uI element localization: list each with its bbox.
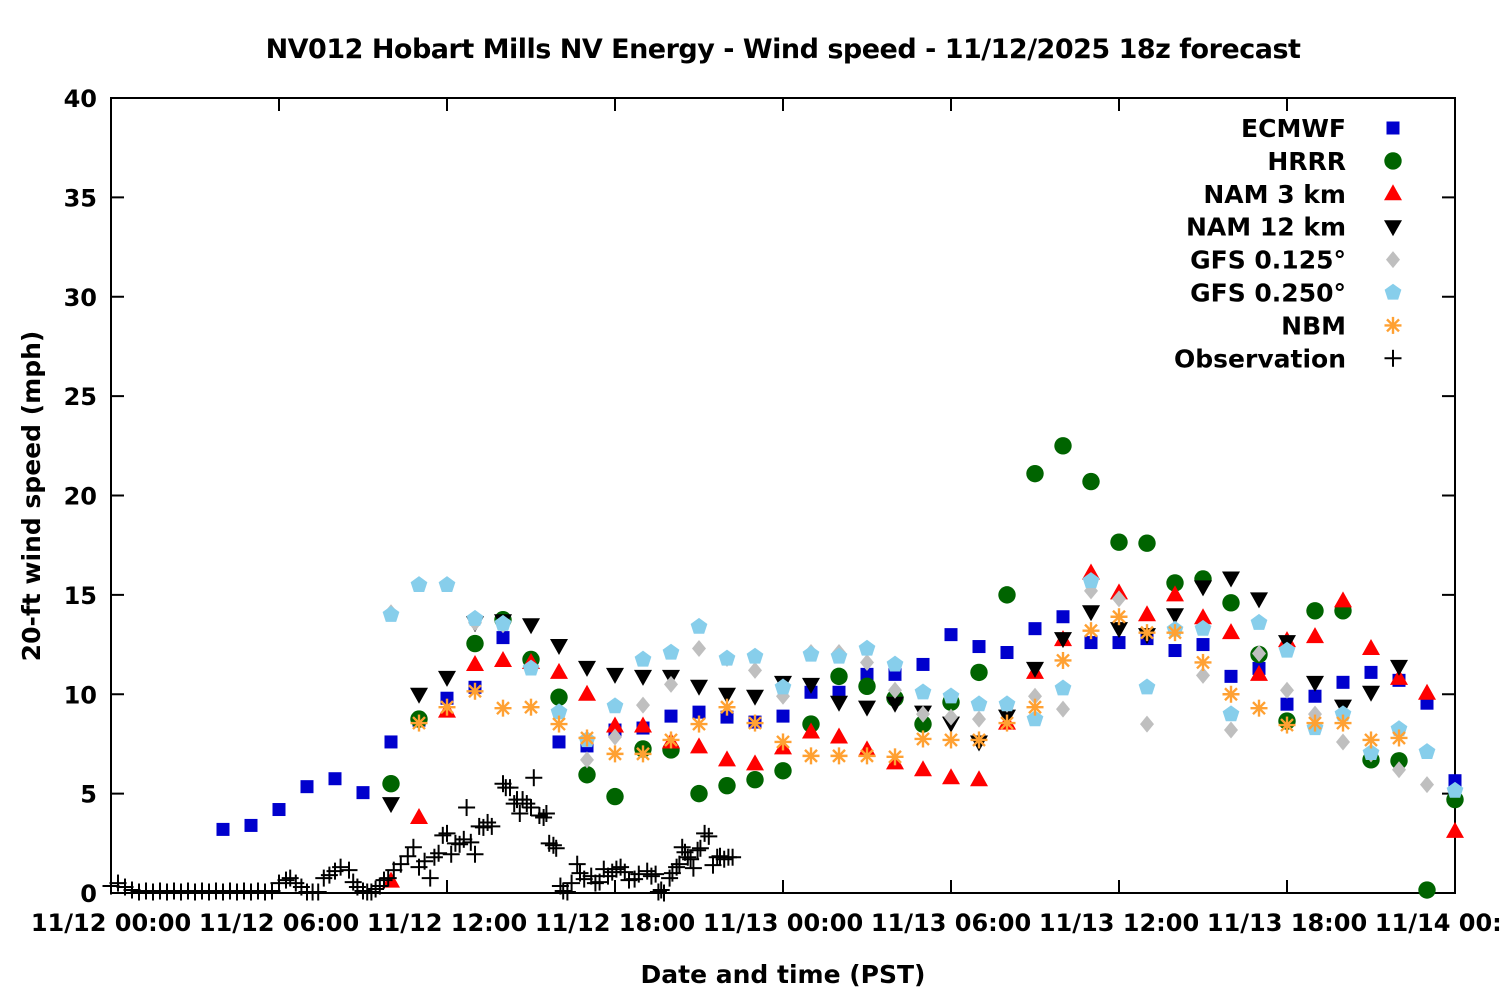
- legend-label-hrrr: HRRR: [1267, 147, 1346, 176]
- x-tick-label: 11/12 06:00: [199, 909, 359, 937]
- y-tick-label: 40: [64, 85, 97, 113]
- legend-label-nam-3-km: NAM 3 km: [1203, 180, 1346, 209]
- chart-title: NV012 Hobart Mills NV Energy - Wind spee…: [265, 34, 1301, 65]
- y-tick-label: 10: [64, 681, 97, 709]
- x-tick-label: 11/12 12:00: [367, 909, 527, 937]
- y-tick-label: 0: [80, 880, 97, 908]
- y-tick-label: 30: [64, 284, 97, 312]
- x-axis-label: Date and time (PST): [640, 960, 926, 989]
- x-tick-label: 11/13 06:00: [871, 909, 1031, 937]
- legend-label-nam-12-km: NAM 12 km: [1186, 213, 1346, 242]
- x-tick-label: 11/13 00:00: [703, 909, 863, 937]
- x-tick-label: 11/14 00:00: [1375, 909, 1500, 937]
- legend: ECMWF HRRR NAM 3 km NAM 12 km GFS 0.125° GFS …: [1174, 114, 1402, 373]
- y-axis-ticks: 0 5 10 15 20 25 30 35 40: [64, 85, 1455, 908]
- y-tick-label: 25: [64, 383, 97, 411]
- y-tick-label: 15: [64, 582, 97, 610]
- series-gfs-0-125-: [384, 582, 1434, 794]
- y-tick-label: 35: [64, 184, 97, 212]
- legend-label-gfs-0-250-: GFS 0.250°: [1190, 279, 1346, 308]
- x-tick-label: 11/13 18:00: [1207, 909, 1367, 937]
- legend-label-ecmwf: ECMWF: [1241, 114, 1346, 143]
- x-axis-ticks: 11/12 00:00 11/12 06:00 11/12 12:00 11/12 1…: [31, 98, 1500, 937]
- x-tick-label: 11/13 12:00: [1039, 909, 1199, 937]
- x-tick-label: 11/12 18:00: [535, 909, 695, 937]
- series-nbm: [410, 608, 1408, 766]
- series-observation: [102, 769, 742, 902]
- x-tick-label: 11/12 00:00: [31, 909, 191, 937]
- y-tick-label: 5: [80, 781, 97, 809]
- legend-label-gfs-0-125-: GFS 0.125°: [1190, 246, 1346, 275]
- y-tick-label: 20: [64, 483, 97, 511]
- legend-label-observation: Observation: [1174, 344, 1346, 373]
- legend-label-nbm: NBM: [1281, 311, 1346, 340]
